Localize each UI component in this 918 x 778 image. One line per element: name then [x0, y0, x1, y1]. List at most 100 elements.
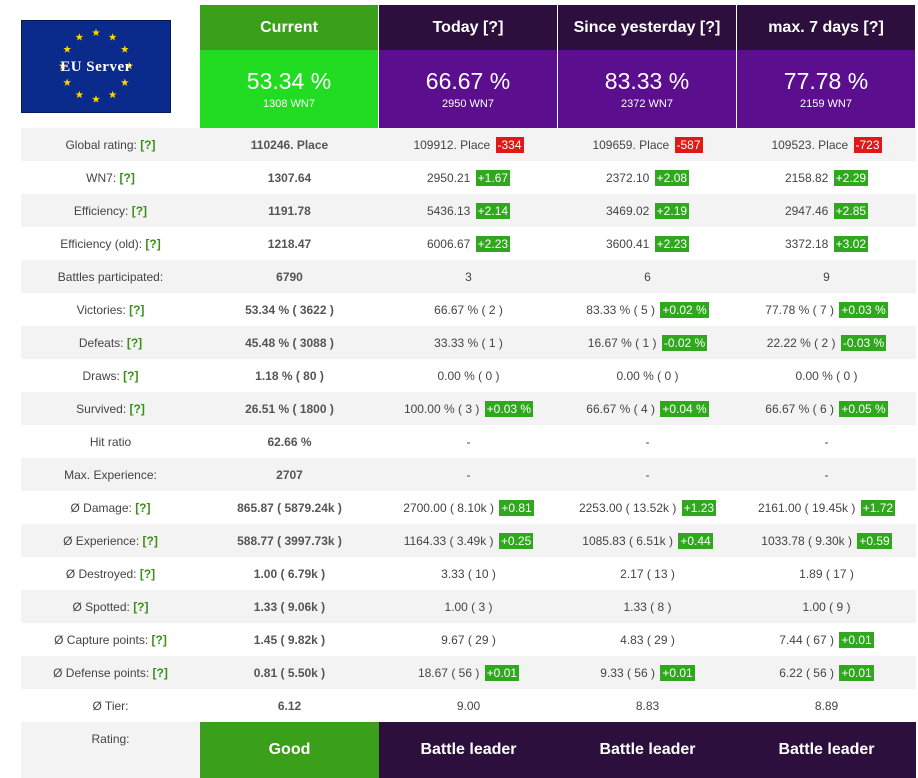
help-link[interactable]: [?]	[145, 236, 161, 251]
row-label: Battles participated:	[21, 260, 200, 293]
cell-value: 83.33 % ( 5 )	[586, 302, 655, 317]
value-cell: 8.89	[737, 689, 916, 722]
star-icon	[75, 90, 84, 99]
row-label: Ø Tier:	[21, 689, 200, 722]
row-label-text: Hit ratio	[89, 434, 132, 449]
value-cell: 45.48 % ( 3088 )	[200, 326, 379, 359]
value-cell: 3372.18 +3.02	[737, 227, 916, 260]
help-link[interactable]: [?]	[139, 566, 156, 581]
value-cell: 66.67 % ( 6 ) +0.05 %	[737, 392, 916, 425]
cell-value: 9.33 ( 56 )	[600, 665, 655, 680]
value-cell: 109523. Place -723	[737, 128, 916, 161]
cell-value: 2253.00 ( 13.52k )	[578, 500, 677, 515]
help-link[interactable]: [?]	[151, 632, 167, 647]
help-link[interactable]: [?]	[129, 401, 145, 416]
rating-value: Battle leader	[737, 722, 916, 778]
value-cell: 2372.10 +2.08	[558, 161, 737, 194]
help-link[interactable]: [?]	[119, 170, 135, 185]
cell-value: 0.00 % ( 0 )	[437, 368, 500, 383]
value-cell: -	[737, 425, 916, 458]
cell-value: 100.00 % ( 3 )	[403, 401, 480, 416]
cell-value: 1.33 ( 9.06k )	[253, 599, 326, 614]
help-link[interactable]: [?]	[152, 665, 168, 680]
value-cell: 6006.67 +2.23	[379, 227, 558, 260]
value-cell: 26.51 % ( 1800 )	[200, 392, 379, 425]
cell-value: 9.00	[456, 698, 481, 713]
column-header[interactable]: Today [?]	[379, 5, 557, 50]
star-icon	[108, 33, 117, 41]
help-link[interactable]: [?]	[126, 335, 143, 350]
value-cell: 0.00 % ( 0 )	[379, 359, 558, 392]
help-link[interactable]: [?]	[142, 533, 158, 548]
winrate-box: 53.34 % 1308 WN7	[200, 50, 378, 128]
help-link[interactable]: [?]	[135, 500, 151, 515]
row-label: Efficiency: [?]	[21, 194, 200, 227]
value-cell: 1.18 % ( 80 )	[200, 359, 379, 392]
value-cell: 1085.83 ( 6.51k ) +0.44	[558, 524, 737, 557]
eu-server-logo: EU Server	[21, 20, 171, 113]
cell-value: 26.51 % ( 1800 )	[245, 401, 334, 416]
row-label-text: Efficiency (old):	[60, 236, 143, 251]
cell-value: 109523. Place	[771, 137, 849, 152]
winrate-value: 83.33 %	[604, 68, 690, 94]
delta-up-badge: +0.25	[498, 532, 534, 549]
cell-value: 6790	[276, 269, 303, 284]
value-cell: -	[558, 458, 737, 491]
row-label-text: Defeats:	[78, 335, 124, 350]
value-cell: 1164.33 ( 3.49k ) +0.25	[379, 524, 558, 557]
star-icon	[120, 78, 129, 86]
star-icon	[63, 78, 72, 86]
value-cell: 18.67 ( 56 ) +0.01	[379, 656, 558, 689]
column-current: Current 53.34 % 1308 WN7	[200, 5, 378, 128]
value-cell: 22.22 % ( 2 ) -0.03 %	[737, 326, 916, 359]
row-label: Victories: [?]	[21, 293, 200, 326]
cell-value: 3372.18	[784, 236, 829, 251]
cell-value: 2950.21	[426, 170, 471, 185]
column-header[interactable]: max. 7 days [?]	[737, 5, 915, 50]
cell-value: 2161.00 ( 19.45k )	[757, 500, 856, 515]
value-cell: 0.00 % ( 0 )	[558, 359, 737, 392]
table-row: Max. Experience: 2707 - - -	[21, 458, 916, 491]
table-row: Ø Spotted: [?] 1.33 ( 9.06k ) 1.00 ( 3 ) 1.…	[21, 590, 916, 623]
cell-value: 62.66 %	[267, 434, 312, 449]
column-max-7-days: max. 7 days [?] 77.78 % 2159 WN7	[737, 5, 915, 128]
wn7-value: 2159 WN7	[800, 98, 852, 110]
help-link[interactable]: [?]	[140, 137, 156, 152]
cell-value: 1164.33 ( 3.49k )	[403, 533, 494, 548]
value-cell: 9.67 ( 29 )	[379, 623, 558, 656]
delta-up-badge: +2.23	[475, 235, 511, 252]
value-cell: -	[737, 458, 916, 491]
table-row: Efficiency: [?] 1191.78 5436.13 +2.14 3469.…	[21, 194, 916, 227]
help-link[interactable]: [?]	[131, 203, 148, 218]
cell-value: -	[466, 434, 471, 449]
help-link[interactable]: [?]	[133, 599, 149, 614]
row-label-text: Ø Defense points:	[53, 665, 150, 680]
table-row: Ø Destroyed: [?] 1.00 ( 6.79k ) 3.33 ( 10 …	[21, 557, 916, 590]
row-label-text: Ø Tier:	[92, 698, 129, 713]
column-today: Today [?] 66.67 % 2950 WN7	[379, 5, 557, 128]
column-header[interactable]: Since yesterday [?]	[558, 5, 736, 50]
column-header: Current	[200, 5, 378, 50]
cell-value: 1.00 ( 9 )	[802, 599, 851, 614]
rating-value: Battle leader	[379, 722, 558, 778]
value-cell: 3469.02 +2.19	[558, 194, 737, 227]
rating-value: Good	[200, 722, 379, 778]
help-link[interactable]: [?]	[129, 302, 145, 317]
star-icon	[63, 45, 72, 53]
delta-up-badge: +0.01	[839, 631, 874, 648]
winrate-value: 66.67 %	[425, 68, 511, 94]
help-link[interactable]: [?]	[123, 368, 139, 383]
row-label: Ø Destroyed: [?]	[21, 557, 200, 590]
star-icon	[92, 28, 100, 37]
value-cell: 1.00 ( 9 )	[737, 590, 916, 623]
star-icon	[125, 61, 134, 70]
stats-table-body: Global rating: [?] 110246. Place 109912. P…	[21, 128, 916, 778]
rating-row: Rating: Good Battle leader Battle leader Bat…	[21, 722, 916, 778]
wn7-value: 2950 WN7	[442, 98, 494, 110]
table-row: Defeats: [?] 45.48 % ( 3088 ) 33.33 % ( 1 …	[21, 326, 916, 359]
cell-value: 2947.46	[784, 203, 829, 218]
cell-value: 18.67 ( 56 )	[417, 665, 480, 680]
cell-value: -	[824, 434, 829, 449]
delta-down-badge: -334	[495, 136, 524, 153]
